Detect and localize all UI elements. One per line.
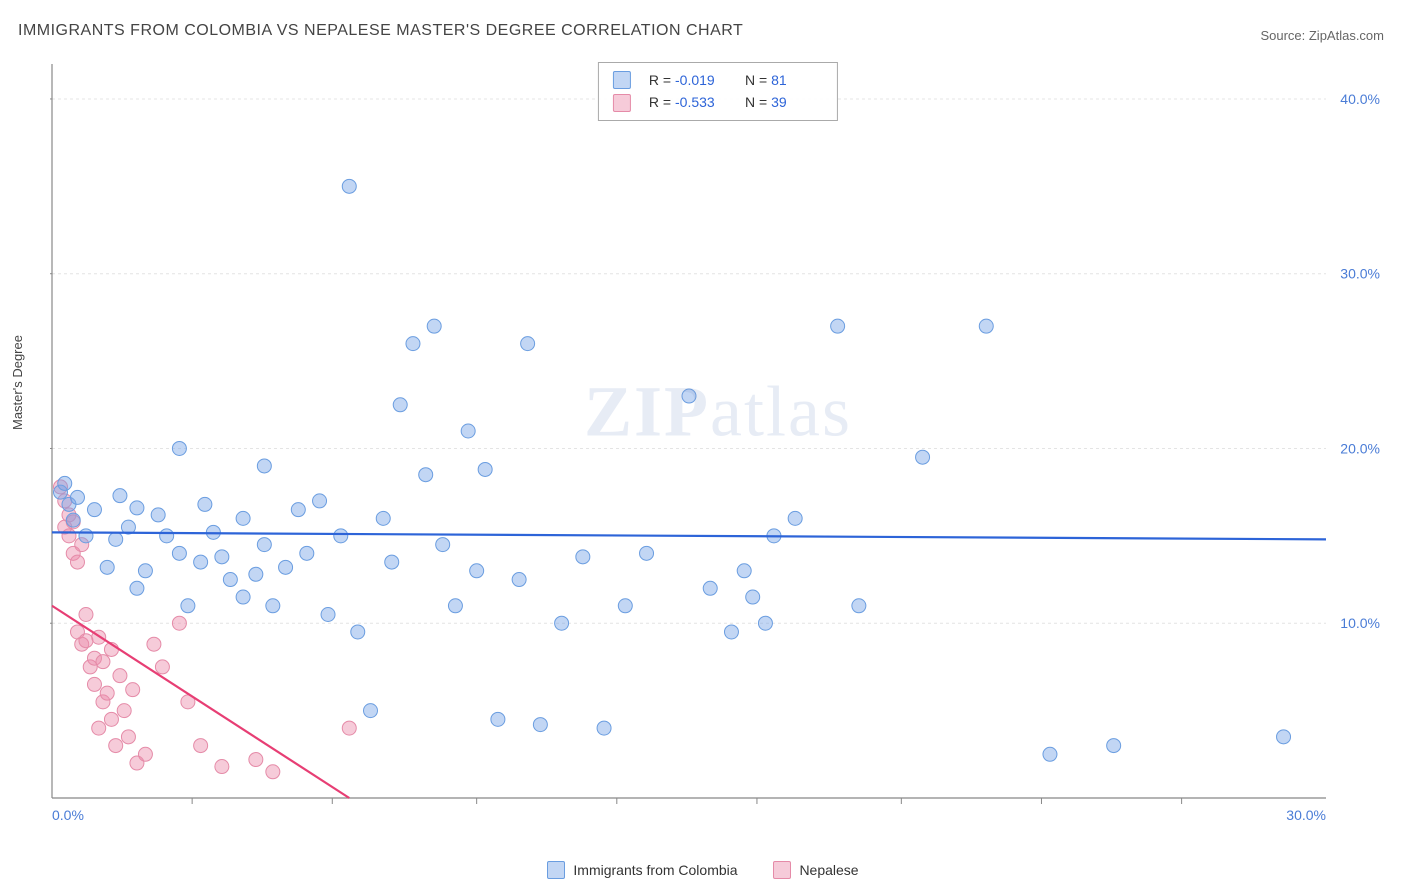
svg-text:40.0%: 40.0% — [1340, 91, 1380, 107]
legend-item-nepalese: Nepalese — [773, 861, 858, 879]
stats-swatch-colombia — [613, 71, 631, 89]
n-value-colombia: 81 — [771, 69, 823, 91]
n-value-nepalese: 39 — [771, 91, 823, 113]
legend-swatch-colombia — [547, 861, 565, 879]
r-value-colombia: -0.019 — [675, 69, 727, 91]
stats-swatch-nepalese — [613, 94, 631, 112]
svg-text:10.0%: 10.0% — [1340, 615, 1380, 631]
svg-text:20.0%: 20.0% — [1340, 440, 1380, 456]
legend-item-colombia: Immigrants from Colombia — [547, 861, 737, 879]
r-label: R = — [649, 72, 671, 88]
source-label: Source: — [1260, 28, 1308, 43]
legend-bottom: Immigrants from Colombia Nepalese — [0, 861, 1406, 882]
legend-label-nepalese: Nepalese — [799, 862, 858, 878]
legend-swatch-nepalese — [773, 861, 791, 879]
correlation-stats-box: R = -0.019 N = 81 R = -0.533 N = 39 — [598, 62, 838, 121]
svg-text:30.0%: 30.0% — [1286, 807, 1326, 822]
stats-row-nepalese: R = -0.533 N = 39 — [613, 91, 823, 113]
legend-label-colombia: Immigrants from Colombia — [573, 862, 737, 878]
source-attribution: Source: ZipAtlas.com — [1260, 28, 1384, 43]
r-label: R = — [649, 94, 671, 110]
chart-area: 10.0%20.0%30.0%40.0%0.0%30.0% ZIPatlas R… — [50, 62, 1386, 822]
n-label: N = — [745, 72, 767, 88]
svg-text:0.0%: 0.0% — [52, 807, 84, 822]
n-label: N = — [745, 94, 767, 110]
stats-row-colombia: R = -0.019 N = 81 — [613, 69, 823, 91]
source-link[interactable]: ZipAtlas.com — [1309, 28, 1384, 43]
y-axis-label: Master's Degree — [10, 335, 25, 430]
svg-text:30.0%: 30.0% — [1340, 266, 1380, 282]
r-value-nepalese: -0.533 — [675, 91, 727, 113]
chart-title: IMMIGRANTS FROM COLOMBIA VS NEPALESE MAS… — [18, 22, 743, 40]
scatter-plot-svg: 10.0% 20.0% 30.0% 40.0% 0.0% 30.0% — [50, 62, 1386, 822]
